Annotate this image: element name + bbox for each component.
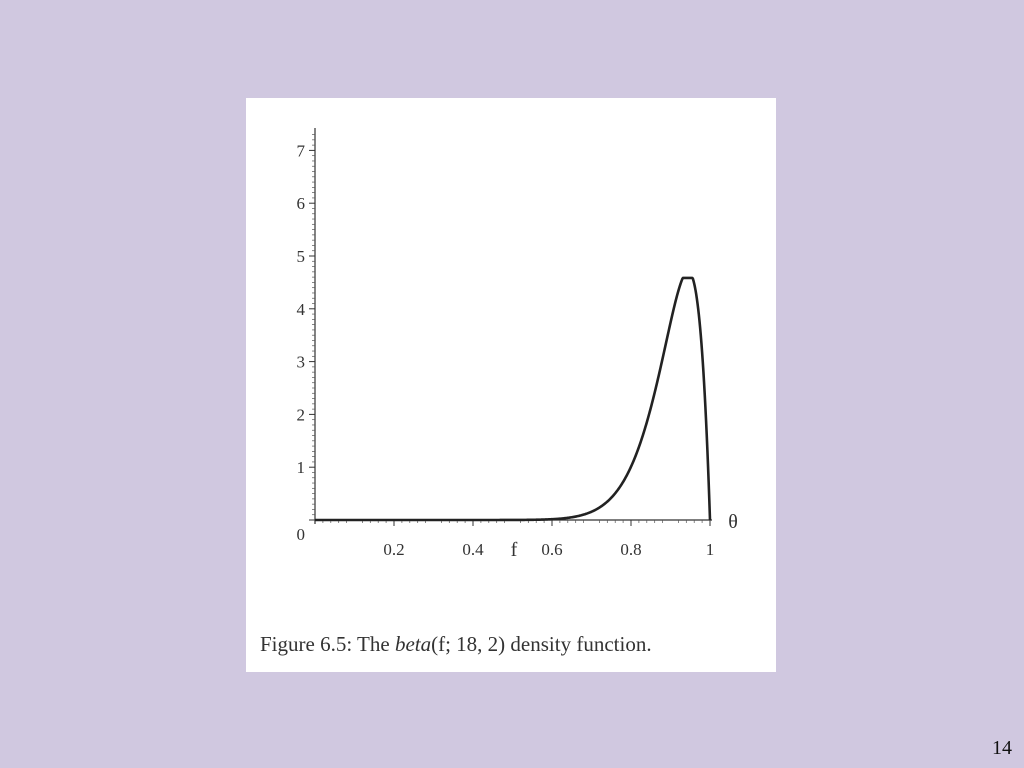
theta-label: θ [728,511,738,533]
y-tick-label: 6 [297,194,306,213]
caption-function-name: beta [394,632,432,656]
caption-args: (f; 18, 2) [431,632,506,656]
figure-panel: 0 1 2 3 4 5 6 7 0.2 0.4 0.6 0.8 1 f θ Figure 6.5: Th… [246,98,776,672]
caption-prefix: Figure 6.5: The [260,632,395,656]
y-tick-label: 1 [297,458,306,477]
y-tick-label: 4 [297,300,306,319]
x-axis-label: f [511,539,518,561]
figure-caption: Figure 6.5: The beta(f; 18, 2) density f… [260,632,652,657]
tick-labels: 0 1 2 3 4 5 6 7 0.2 0.4 0.6 0.8 1 [297,141,715,559]
axes [314,128,712,524]
x-tick-label: 0.8 [620,540,641,559]
y-tick-label: 0 [297,525,306,544]
x-tick-label: 1 [706,540,715,559]
y-tick-label: 5 [297,247,306,266]
y-tick-label: 3 [297,353,306,372]
x-tick-label: 0.4 [462,540,484,559]
x-tick-label: 0.6 [541,540,562,559]
density-curve [314,276,712,522]
y-tick-label: 2 [297,405,306,424]
ticks [309,134,711,526]
caption-suffix: density function. [505,632,652,656]
x-tick-label: 0.2 [383,540,404,559]
y-tick-label: 7 [297,141,306,160]
beta-density-chart: 0 1 2 3 4 5 6 7 0.2 0.4 0.6 0.8 1 f θ [297,128,738,561]
slide-number: 14 [992,737,1012,759]
